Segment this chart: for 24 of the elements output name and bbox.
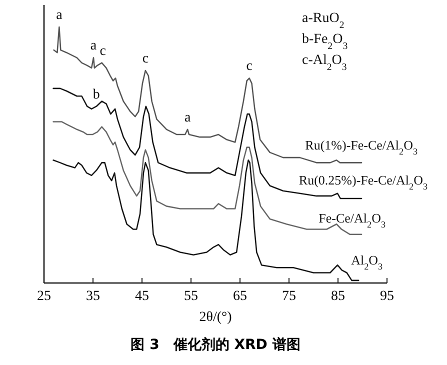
annotation: c-Al$_{2}$O$_{3}$: [302, 53, 347, 72]
annotation: c: [100, 44, 106, 59]
x-tick-label: 55: [184, 289, 198, 304]
x-tick-label: 25: [37, 289, 51, 304]
x-tick-label: 35: [86, 289, 100, 304]
x-tick-label: 85: [331, 289, 345, 304]
series-label: Fe-Ce/Al$_{2}$O$_{3}$: [318, 210, 386, 230]
annotation: a: [184, 110, 192, 126]
x-axis-title: 2θ/(°): [199, 310, 232, 325]
x-tick-label: 95: [380, 289, 394, 304]
annotation: b-Fe$_{2}$O$_{3}$: [302, 32, 348, 52]
annotation: c: [142, 52, 149, 67]
annotation: b: [92, 87, 100, 102]
annotation: a-RuO$_{2}$: [302, 11, 344, 30]
series-label: Ru(1%)-Fe-Ce/Al$_{2}$O$_{3}$: [305, 138, 418, 157]
x-tick-label: 75: [282, 289, 296, 304]
annotation: a: [90, 38, 98, 54]
annotation: a: [56, 8, 64, 23]
annotation: c: [246, 59, 252, 74]
series-label: Al$_{2}$O$_{3}$: [351, 252, 384, 272]
x-tick-label: 45: [135, 289, 149, 304]
text: 图 3 催化剂的 XRD 谱图: [130, 336, 300, 353]
x-tick-label: 65: [233, 289, 247, 304]
series-label: Ru(0.25%)-Fe-Ce/Al$_{2}$O$_{3}$: [298, 172, 428, 192]
